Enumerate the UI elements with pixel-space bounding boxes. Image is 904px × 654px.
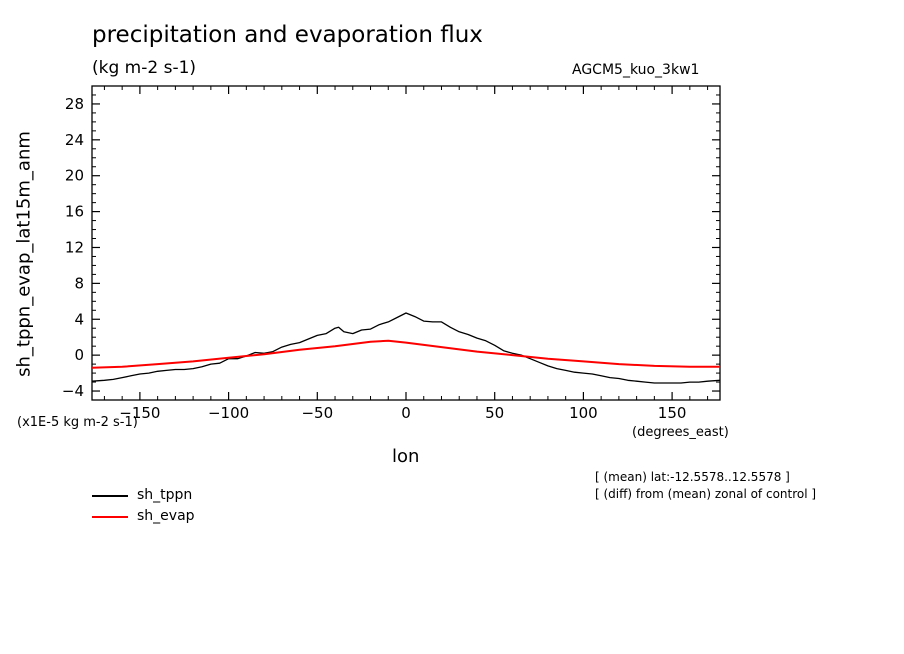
diff-note: [ (diff) from (mean) zonal of control ] (595, 487, 817, 501)
y-tick-label: 24 (65, 131, 84, 149)
legend-swatch-sh-tppn (92, 495, 128, 497)
mean-lat-note: [ (mean) lat:-12.5578..12.5578 ] (595, 470, 790, 484)
y-tick-label: 28 (65, 95, 84, 113)
y-tick-label: 16 (65, 203, 84, 221)
legend-label-sh-tppn: sh_tppn (137, 487, 193, 503)
y-tick-label: 8 (74, 274, 84, 292)
x-tick-label: 150 (658, 404, 687, 422)
x-axis-label: lon (392, 446, 420, 467)
series-line-sh-evap (91, 339, 720, 369)
y-tick-label: 20 (65, 167, 84, 185)
chart-title: precipitation and evaporation flux (92, 22, 483, 48)
chart-units-subtitle: (kg m-2 s-1) (92, 58, 197, 78)
y-tick-label: 12 (65, 238, 84, 256)
x-tick-label: 0 (401, 404, 411, 422)
y-tick-label: 0 (74, 346, 84, 364)
series-line-sh-tppn (91, 312, 721, 384)
model-name: AGCM5_kuo_3kw1 (572, 62, 700, 78)
x-tick-label: 50 (485, 404, 504, 422)
x-tick-label: −100 (208, 404, 249, 422)
legend-label-sh-evap: sh_evap (137, 508, 195, 524)
x-units-label: (degrees_east) (632, 425, 729, 440)
y-tick-label: −4 (62, 382, 84, 400)
x-tick-label: −50 (301, 404, 333, 422)
legend-swatch-sh-evap (92, 516, 128, 518)
x-tick-label: 100 (569, 404, 598, 422)
y-units-label: (x1E-5 kg m-2 s-1) (17, 415, 138, 430)
x-tick-label: −150 (119, 404, 160, 422)
y-tick-label: 4 (74, 310, 84, 328)
plot-frame (91, 85, 721, 401)
